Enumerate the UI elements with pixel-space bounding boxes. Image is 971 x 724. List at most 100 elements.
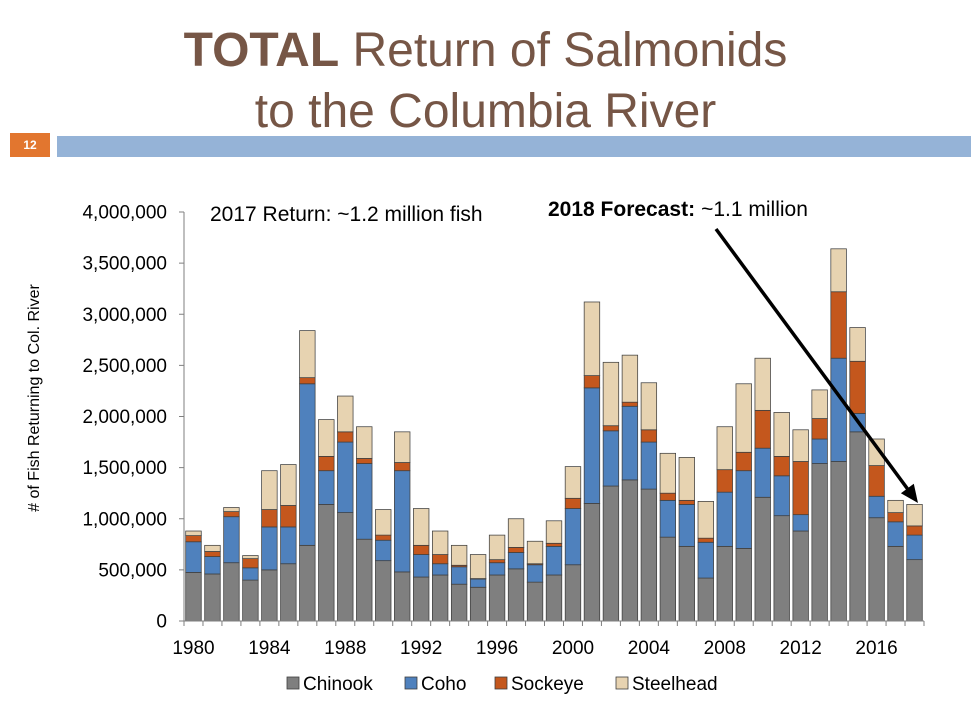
bar-segment-chinook-1990 <box>375 560 392 622</box>
bar-segment-sockeye-2008 <box>716 469 733 493</box>
bar-segment-sockeye-2000 <box>564 497 582 509</box>
bar-1980 <box>185 530 202 622</box>
bar-segment-chinook-2009 <box>735 548 752 622</box>
bar-segment-chinook-1988 <box>337 512 354 622</box>
bar-segment-coho-2001 <box>583 387 601 504</box>
y-tick-label: 2,500,000 <box>82 356 167 377</box>
bar-segment-steelhead-1999 <box>545 520 563 544</box>
bar-2016 <box>868 438 885 622</box>
bar-2000 <box>564 466 582 622</box>
bar-2001 <box>583 301 601 622</box>
bar-2003 <box>621 354 639 622</box>
bar-segment-chinook-2015 <box>849 431 866 622</box>
bar-1986 <box>299 330 316 622</box>
bar-1990 <box>375 509 392 622</box>
bar-segment-steelhead-2002 <box>602 361 620 427</box>
bar-segment-steelhead-1995 <box>469 554 487 579</box>
bar-segment-steelhead-1988 <box>337 395 354 433</box>
bar-1981 <box>204 544 221 622</box>
legend-item-steelhead: Steelhead <box>615 674 718 695</box>
bar-segment-chinook-1989 <box>356 538 373 622</box>
bar-segment-coho-1981 <box>204 556 221 575</box>
bar-segment-steelhead-2003 <box>621 354 639 403</box>
bar-segment-chinook-2012 <box>792 530 809 622</box>
bar-segment-coho-1997 <box>507 552 525 570</box>
bar-segment-steelhead-2001 <box>583 301 601 376</box>
bar-1991 <box>394 431 411 622</box>
bar-segment-sockeye-1996 <box>488 559 506 564</box>
bar-segment-coho-1994 <box>450 566 468 585</box>
bar-segment-steelhead-2009 <box>735 383 752 453</box>
bar-segment-coho-1996 <box>488 562 506 576</box>
bar-1992 <box>413 508 430 622</box>
legend-item-chinook: Chinook <box>286 674 373 695</box>
x-tick-label: 2004 <box>628 638 671 659</box>
bar-segment-chinook-2003 <box>621 479 639 622</box>
bar-segment-steelhead-1981 <box>204 544 221 552</box>
bar-segment-chinook-1986 <box>299 544 316 622</box>
bar-segment-chinook-2018 <box>906 559 923 622</box>
bar-segment-steelhead-1997 <box>507 518 525 548</box>
bar-1994 <box>450 544 468 622</box>
bar-2017 <box>887 499 904 622</box>
bar-segment-coho-2000 <box>564 508 582 566</box>
bar-segment-chinook-2002 <box>602 485 620 622</box>
bar-2009 <box>735 383 752 622</box>
bar-segment-coho-1983 <box>242 567 259 581</box>
bar-segment-steelhead-2013 <box>811 389 828 419</box>
bar-segment-steelhead-2000 <box>564 466 582 499</box>
bar-segment-coho-1982 <box>223 516 240 564</box>
legend-item-coho: Coho <box>404 674 466 695</box>
bar-segment-coho-1988 <box>337 441 354 513</box>
bar-segment-chinook-1992 <box>413 576 430 622</box>
bar-segment-chinook-2017 <box>887 545 904 622</box>
annotation-2017-return: 2017 Return: ~1.2 million fish <box>210 203 483 226</box>
bar-1988 <box>337 395 354 622</box>
bar-segment-chinook-2006 <box>678 545 695 622</box>
legend: Chinook Coho Sockeye Steelhead <box>286 674 718 695</box>
bar-segment-steelhead-2017 <box>887 499 904 513</box>
bar-segment-coho-1980 <box>185 541 202 573</box>
bar-2002 <box>602 361 620 622</box>
bar-segment-chinook-1998 <box>526 581 544 622</box>
bar-segment-chinook-1983 <box>242 579 259 622</box>
bar-segment-sockeye-1989 <box>356 458 373 464</box>
bar-segment-coho-2007 <box>697 541 714 579</box>
x-tick-label: 2016 <box>855 638 897 659</box>
bar-1985 <box>280 464 297 622</box>
bar-segment-chinook-2004 <box>640 488 658 622</box>
bar-2014 <box>830 248 847 622</box>
bar-segment-coho-1987 <box>318 470 335 505</box>
bar-segment-sockeye-2002 <box>602 425 620 432</box>
bar-segment-coho-2003 <box>621 405 639 481</box>
bar-1997 <box>507 518 525 622</box>
bar-segment-steelhead-1983 <box>242 555 259 560</box>
bar-2011 <box>773 412 790 622</box>
forecast-arrow-head <box>900 483 918 503</box>
y-tick-label: 1,000,000 <box>82 509 167 530</box>
bar-segment-chinook-1994 <box>450 583 468 622</box>
bar-segment-chinook-2005 <box>659 536 677 622</box>
bar-segment-coho-1998 <box>526 564 544 583</box>
y-tick-label: 2,000,000 <box>82 407 167 428</box>
bar-segment-steelhead-2010 <box>754 357 771 411</box>
bar-segment-chinook-1996 <box>488 574 506 622</box>
bar-segment-coho-2013 <box>811 438 828 464</box>
bar-segment-coho-2004 <box>640 441 658 490</box>
bar-segment-sockeye-1988 <box>337 431 354 443</box>
bar-segment-steelhead-1985 <box>280 464 297 506</box>
bar-segment-sockeye-1997 <box>507 547 525 553</box>
bar-segment-chinook-1980 <box>185 572 202 622</box>
bar-segment-steelhead-1992 <box>413 508 430 546</box>
bar-segment-steelhead-2012 <box>792 429 809 462</box>
bar-segment-steelhead-1980 <box>185 530 202 536</box>
bar-segment-steelhead-1982 <box>223 507 240 512</box>
bar-segment-coho-1986 <box>299 383 316 546</box>
bar-1983 <box>242 555 259 622</box>
bar-segment-sockeye-1991 <box>394 462 411 472</box>
legend-swatch-chinook <box>286 676 300 690</box>
x-tick-label: 2000 <box>552 638 594 659</box>
legend-swatch-steelhead <box>615 676 629 690</box>
bar-segment-steelhead-2004 <box>640 382 658 431</box>
forecast-label: 2018 Forecast: <box>548 198 695 221</box>
